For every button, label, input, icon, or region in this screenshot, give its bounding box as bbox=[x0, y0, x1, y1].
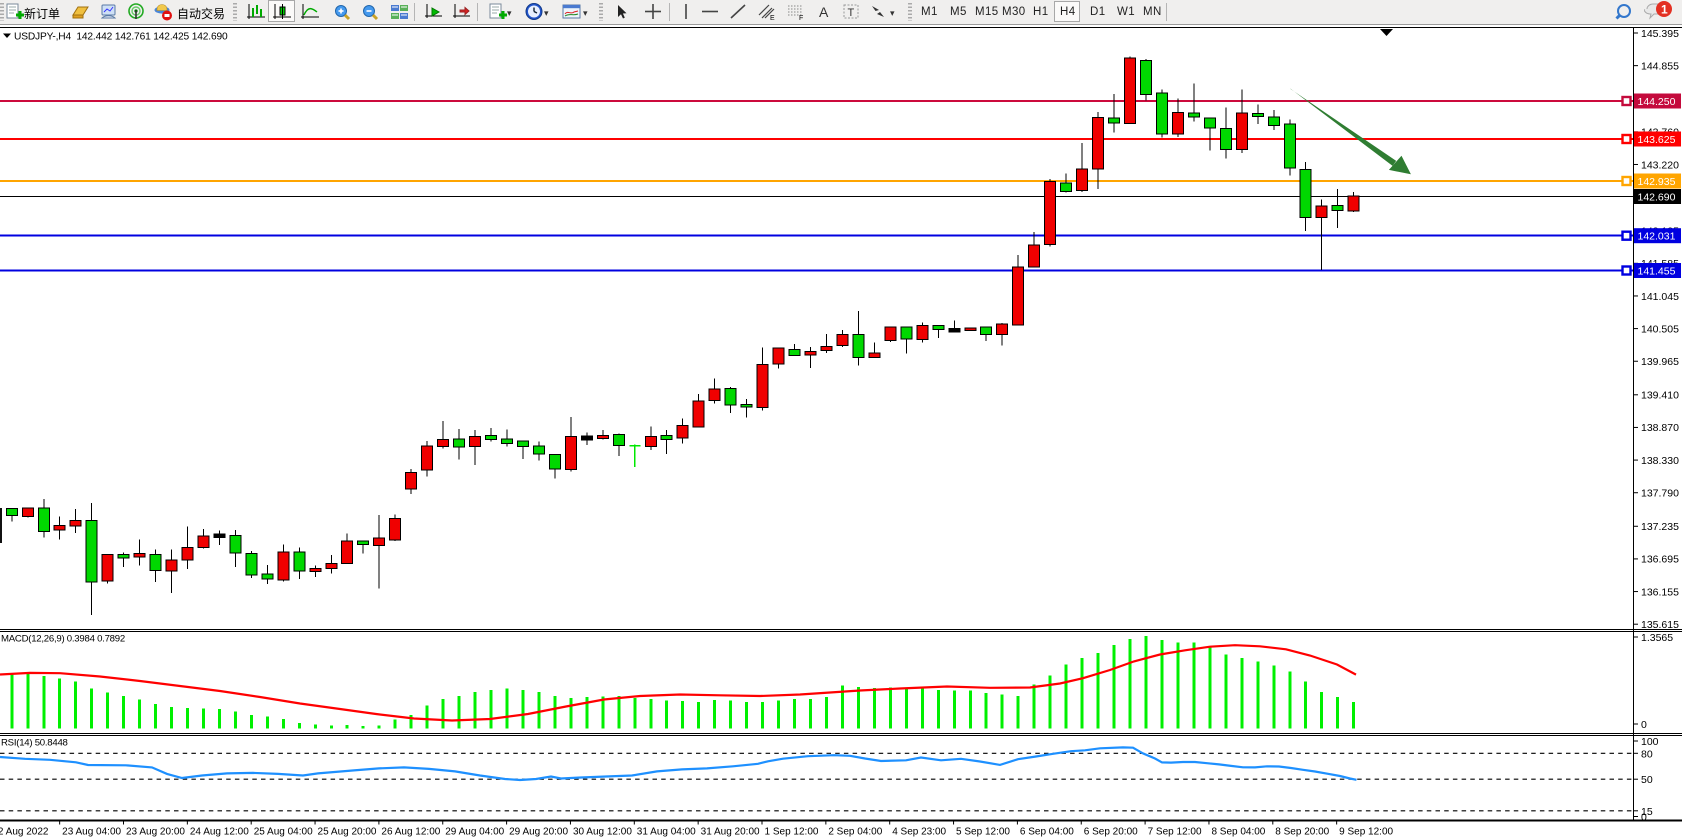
svg-text:1 Sep 12:00: 1 Sep 12:00 bbox=[765, 827, 819, 838]
svg-text:MACD(12,26,9) 0.3984 0.7892: MACD(12,26,9) 0.3984 0.7892 bbox=[1, 634, 125, 645]
svg-text:F: F bbox=[799, 15, 803, 22]
svg-text:135.615: 135.615 bbox=[1641, 619, 1679, 631]
svg-text:138.330: 138.330 bbox=[1641, 455, 1679, 467]
svg-text:0: 0 bbox=[1641, 719, 1647, 731]
svg-text:80: 80 bbox=[1641, 748, 1653, 760]
svg-text:137.235: 137.235 bbox=[1641, 521, 1679, 533]
svg-text:25 Aug 20:00: 25 Aug 20:00 bbox=[318, 827, 377, 838]
svg-text:6 Sep 20:00: 6 Sep 20:00 bbox=[1084, 827, 1138, 838]
svg-text:138.870: 138.870 bbox=[1641, 422, 1679, 434]
svg-text:144.855: 144.855 bbox=[1641, 60, 1679, 72]
svg-text:1.3565: 1.3565 bbox=[1641, 632, 1673, 644]
svg-text:145.395: 145.395 bbox=[1641, 28, 1679, 40]
svg-text:31 Aug 04:00: 31 Aug 04:00 bbox=[637, 827, 696, 838]
svg-text:142.031: 142.031 bbox=[1638, 231, 1676, 243]
svg-text:139.410: 139.410 bbox=[1641, 390, 1679, 402]
svg-text:137.790: 137.790 bbox=[1641, 488, 1679, 500]
svg-text:RSI(14) 50.8448: RSI(14) 50.8448 bbox=[1, 738, 68, 749]
svg-text:0: 0 bbox=[1641, 812, 1647, 824]
svg-text:15: 15 bbox=[1641, 806, 1653, 818]
svg-text:1: 1 bbox=[1661, 3, 1668, 17]
svg-text:143.220: 143.220 bbox=[1641, 159, 1679, 171]
svg-text:4 Sep 23:00: 4 Sep 23:00 bbox=[892, 827, 946, 838]
svg-text:2 Sep 04:00: 2 Sep 04:00 bbox=[828, 827, 882, 838]
svg-text:29 Aug 20:00: 29 Aug 20:00 bbox=[509, 827, 568, 838]
svg-text:141.045: 141.045 bbox=[1641, 291, 1679, 303]
svg-text:25 Aug 04:00: 25 Aug 04:00 bbox=[254, 827, 313, 838]
svg-text:100: 100 bbox=[1641, 736, 1659, 748]
svg-text:22 Aug 2022: 22 Aug 2022 bbox=[0, 827, 49, 838]
svg-text:136.695: 136.695 bbox=[1641, 554, 1679, 566]
svg-text:23 Aug 20:00: 23 Aug 20:00 bbox=[126, 827, 185, 838]
svg-text:26 Aug 12:00: 26 Aug 12:00 bbox=[381, 827, 440, 838]
svg-text:31 Aug 20:00: 31 Aug 20:00 bbox=[701, 827, 760, 838]
svg-text:30 Aug 12:00: 30 Aug 12:00 bbox=[573, 827, 632, 838]
svg-text:29 Aug 04:00: 29 Aug 04:00 bbox=[445, 827, 504, 838]
svg-text:T: T bbox=[848, 7, 855, 19]
svg-text:136.155: 136.155 bbox=[1641, 586, 1679, 598]
svg-text:A: A bbox=[819, 4, 829, 20]
svg-text:50: 50 bbox=[1641, 774, 1653, 786]
svg-text:8 Sep 20:00: 8 Sep 20:00 bbox=[1275, 827, 1329, 838]
svg-text:7 Sep 12:00: 7 Sep 12:00 bbox=[1148, 827, 1202, 838]
svg-text:142.935: 142.935 bbox=[1638, 176, 1676, 188]
svg-text:9 Sep 12:00: 9 Sep 12:00 bbox=[1339, 827, 1393, 838]
svg-text:23 Aug 04:00: 23 Aug 04:00 bbox=[62, 827, 121, 838]
svg-text:142.690: 142.690 bbox=[1638, 192, 1676, 204]
svg-text:140.505: 140.505 bbox=[1641, 323, 1679, 335]
svg-text:143.625: 143.625 bbox=[1638, 134, 1676, 146]
svg-text:141.455: 141.455 bbox=[1638, 266, 1676, 278]
svg-text:6 Sep 04:00: 6 Sep 04:00 bbox=[1020, 827, 1074, 838]
svg-text:E: E bbox=[770, 15, 775, 22]
svg-text:5 Sep 12:00: 5 Sep 12:00 bbox=[956, 827, 1010, 838]
svg-text:144.250: 144.250 bbox=[1638, 96, 1676, 108]
svg-text:8 Sep 04:00: 8 Sep 04:00 bbox=[1211, 827, 1265, 838]
svg-text:USDJPY-,H4 142.442 142.761 14: USDJPY-,H4 142.442 142.761 142.425 142.6… bbox=[14, 32, 228, 43]
svg-text:139.965: 139.965 bbox=[1641, 356, 1679, 368]
svg-text:24 Aug 12:00: 24 Aug 12:00 bbox=[190, 827, 249, 838]
